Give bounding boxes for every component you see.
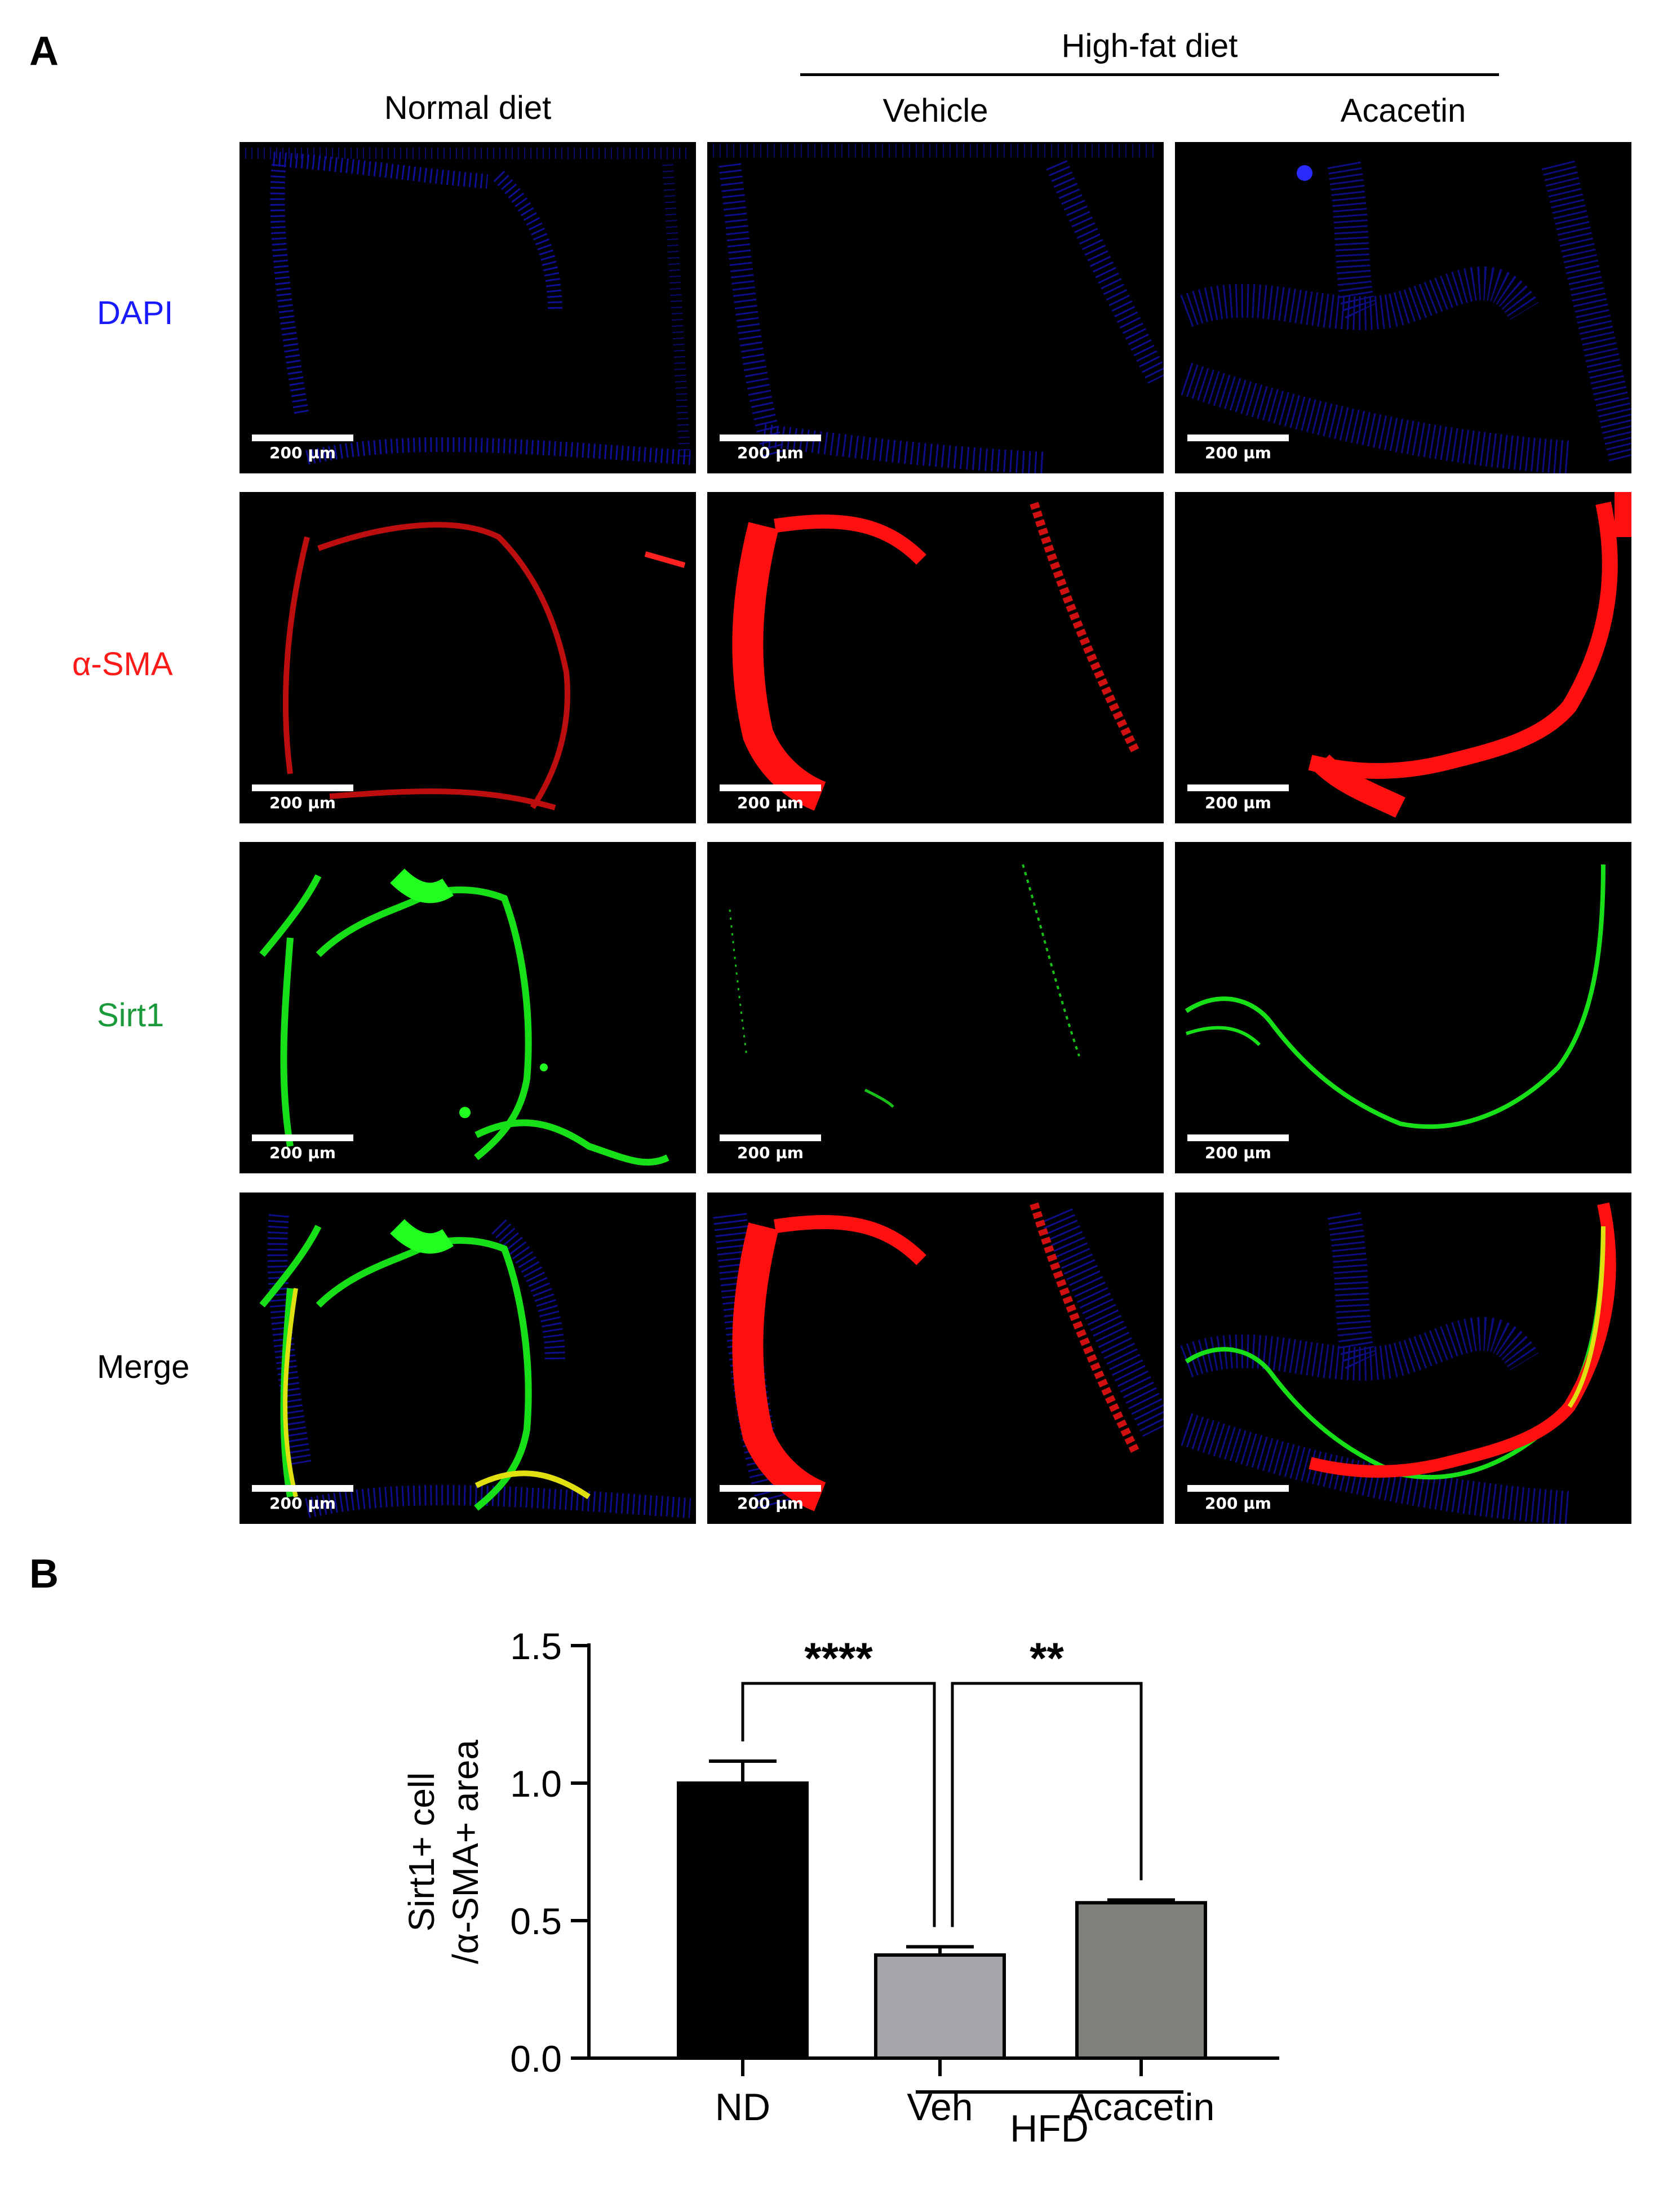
sirt1-stain-image (259, 868, 669, 1166)
micrograph-sirt1-acacetin: 200 μm (1175, 842, 1631, 1173)
y-tick-label: 0.5 (510, 1900, 562, 1942)
y-tick-label: 1.5 (510, 1625, 562, 1667)
asma-stain-image (732, 502, 1140, 811)
scale-bar-label: 200 μm (1205, 444, 1271, 462)
micrograph-dapi-normal-diet: 200 μm (240, 142, 696, 473)
micrograph-dapi-vehicle: 200 μm (707, 142, 1164, 473)
row-label-dapi: DAPI (97, 295, 174, 331)
scale-bar-label: 200 μm (737, 1143, 804, 1162)
micrograph-sirt1-vehicle: 200 μm (707, 842, 1164, 1173)
merge-overlay-image (713, 1202, 1164, 1513)
scale-bar: 200 μm (1187, 1485, 1289, 1513)
column-label-normal-diet: Normal diet (384, 90, 552, 126)
y-axis-label-line2: /α-SMA+ area (445, 1740, 486, 1964)
column-label-acacetin: Acacetin (1340, 92, 1466, 129)
dapi-nuclei-image (713, 144, 1164, 473)
row-label-alpha-sma: α-SMA (72, 646, 173, 682)
row-label-sirt1: Sirt1 (97, 997, 165, 1034)
row-label-merge: Merge (97, 1349, 190, 1385)
scale-bar: 200 μm (1187, 435, 1289, 462)
scale-bar: 200 μm (720, 435, 821, 462)
scale-bar: 200 μm (1187, 784, 1289, 812)
scale-bar: 200 μm (720, 1485, 821, 1513)
hfd-group-label: HFD (1010, 2107, 1089, 2150)
y-tick-label: 0.0 (510, 2038, 562, 2080)
merge-overlay-image (1180, 1202, 1616, 1524)
scale-bar-label: 200 μm (269, 1143, 336, 1162)
scale-bar: 200 μm (720, 784, 821, 812)
bar-acacetin (1075, 1901, 1207, 2060)
asma-stain-image (282, 522, 686, 810)
column-label-vehicle: Vehicle (882, 92, 988, 129)
micrograph-merge-normal-diet: 200 μm (240, 1193, 696, 1524)
scale-bar-label: 200 μm (1205, 1143, 1271, 1162)
sirt1-stain-image (1185, 864, 1606, 1129)
scale-bar: 200 μm (720, 1134, 821, 1162)
bar-veh (874, 1953, 1006, 2060)
sirt1-stain-image (729, 864, 1080, 1108)
significance-bracket (741, 1682, 936, 1927)
scale-bar-label: 200 μm (737, 444, 804, 462)
micrograph-dapi-acacetin: 200 μm (1175, 142, 1631, 473)
scale-bar: 200 μm (252, 1485, 353, 1513)
panel-a-letter: A (29, 29, 59, 74)
x-tick-label-nd: ND (715, 2086, 770, 2129)
scale-bar-label: 200 μm (1205, 794, 1271, 812)
y-axis-label-line1: Sirt1+ cell (401, 1772, 442, 1932)
asma-stain-image (1308, 492, 1631, 818)
significance-label: **** (804, 1633, 873, 1683)
scale-bar-label: 200 μm (737, 1494, 804, 1513)
significance-label: ** (1030, 1633, 1064, 1683)
y-tick-label: 1.0 (510, 1763, 562, 1805)
scale-bar: 200 μm (252, 784, 353, 812)
micrograph-asma-normal-diet: 200 μm (240, 492, 696, 823)
group-header-line (800, 73, 1499, 76)
micrograph-asma-vehicle: 200 μm (707, 492, 1164, 823)
scale-bar-label: 200 μm (737, 794, 804, 812)
bar-nd (677, 1781, 809, 2060)
scale-bar-label: 200 μm (269, 444, 336, 462)
merge-overlay-image (259, 1214, 691, 1518)
micrograph-merge-vehicle: 200 μm (707, 1193, 1164, 1524)
micrograph-sirt1-normal-diet: 200 μm (240, 842, 696, 1173)
scale-bar-label: 200 μm (269, 794, 336, 812)
dapi-nuclei-image (245, 148, 691, 465)
scale-bar-label: 200 μm (1205, 1494, 1271, 1513)
scale-bar: 200 μm (252, 1134, 353, 1162)
micrograph-asma-acacetin: 200 μm (1175, 492, 1631, 823)
scale-bar: 200 μm (252, 435, 353, 462)
significance-bracket (951, 1682, 1143, 1927)
dapi-nuclei-image (1180, 160, 1631, 473)
micrograph-merge-acacetin: 200 μm (1175, 1193, 1631, 1524)
scale-bar-label: 200 μm (269, 1494, 336, 1513)
group-header-high-fat-diet: High-fat diet (1061, 28, 1238, 64)
scale-bar: 200 μm (1187, 1134, 1289, 1162)
panel-b-letter: B (29, 1551, 59, 1597)
